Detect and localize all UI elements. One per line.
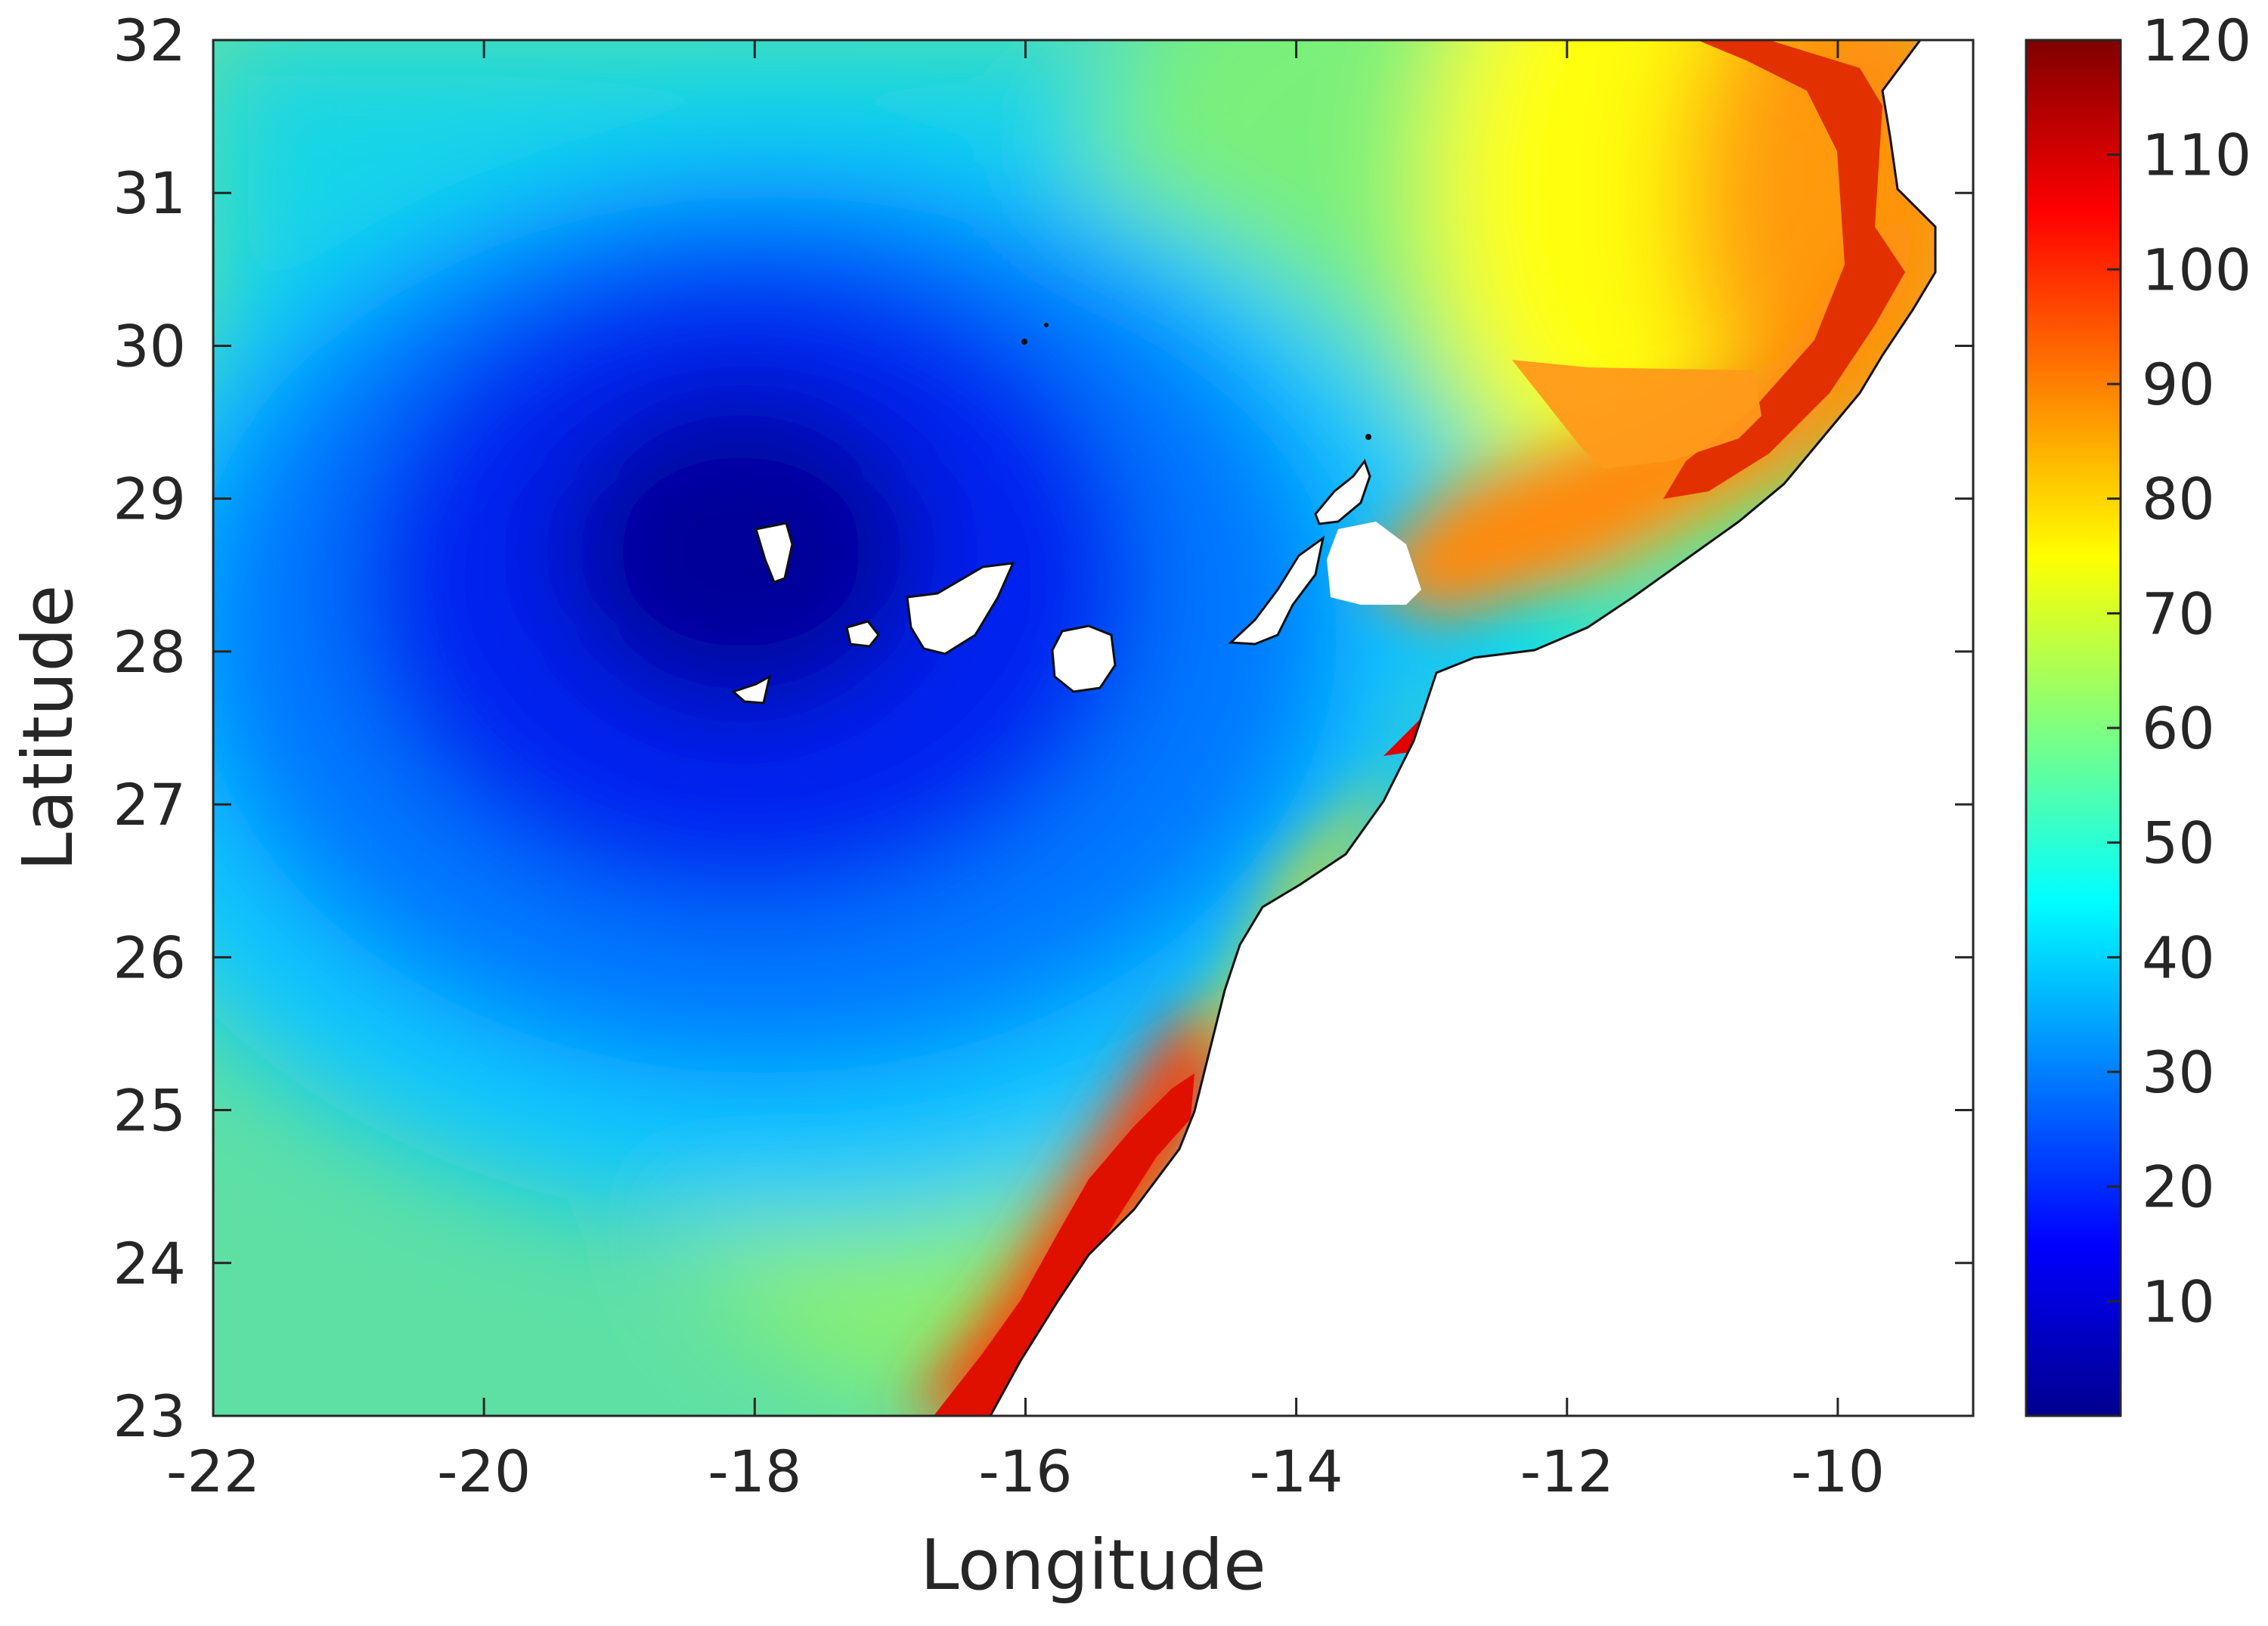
colorbar-tick-label: 30 (2142, 1039, 2215, 1106)
island-la-palma (754, 522, 794, 584)
y-tick-label: 31 (113, 160, 186, 227)
colorbar-tick-label: 120 (2142, 7, 2251, 74)
channel-white-area (1327, 522, 1421, 605)
colorbar-tick-label: 40 (2142, 924, 2215, 991)
colorbar-ticks: 10 20 30 40 50 60 70 80 90 100 110 120 (2107, 7, 2251, 1335)
y-tick-label: 28 (113, 618, 186, 686)
colorbar-tick-label: 60 (2142, 695, 2215, 762)
axes-frame (212, 39, 1975, 1417)
x-axis: -22 -20 -18 -16 -14 -12 -10 (166, 40, 1885, 1505)
y-tick-label: 32 (113, 7, 186, 74)
x-tick-label: -22 (166, 1438, 260, 1505)
x-axis-label: Longitude (920, 1525, 1266, 1606)
colorbar-tick-label: 90 (2142, 351, 2215, 418)
y-tick-label: 27 (113, 771, 186, 838)
colorbar-tick-label: 10 (2142, 1268, 2215, 1335)
island-fuerteventura (1228, 535, 1325, 646)
colorbar-tick-label: 100 (2142, 236, 2251, 303)
colorbar-tick-label: 70 (2142, 580, 2215, 647)
x-tick-label: -10 (1791, 1438, 1885, 1505)
colorbar-tick-label: 20 (2142, 1154, 2215, 1221)
y-tick-label: 30 (113, 312, 186, 379)
y-tick-label: 26 (113, 924, 186, 991)
colorbar-tick-label: 50 (2142, 810, 2215, 877)
island-lanzarote (1314, 458, 1371, 525)
colorbar (2025, 39, 2122, 1417)
y-tick-label: 24 (113, 1230, 186, 1297)
y-tick-label: 25 (113, 1077, 186, 1144)
african-coast (989, 40, 1973, 1416)
colorbar-tick-label: 80 (2142, 466, 2215, 533)
island-la-gomera (845, 620, 880, 648)
island-tenerife (906, 562, 1015, 655)
x-tick-label: -14 (1250, 1438, 1343, 1505)
x-tick-label: -18 (708, 1438, 801, 1505)
x-tick-label: -16 (978, 1438, 1072, 1505)
colorbar-tick-label: 110 (2142, 122, 2251, 189)
y-tick-label: 29 (113, 466, 186, 533)
x-tick-label: -12 (1520, 1438, 1614, 1505)
island-el-hierro (731, 674, 772, 705)
y-axis: 23 24 25 26 27 28 29 30 31 32 (113, 7, 1973, 1450)
x-tick-label: -20 (437, 1438, 531, 1505)
y-tick-label: 23 (113, 1383, 186, 1450)
island-gran-canaria (1051, 624, 1117, 693)
y-axis-label: Latitude (8, 585, 88, 872)
intensity-field (213, 40, 1973, 1416)
